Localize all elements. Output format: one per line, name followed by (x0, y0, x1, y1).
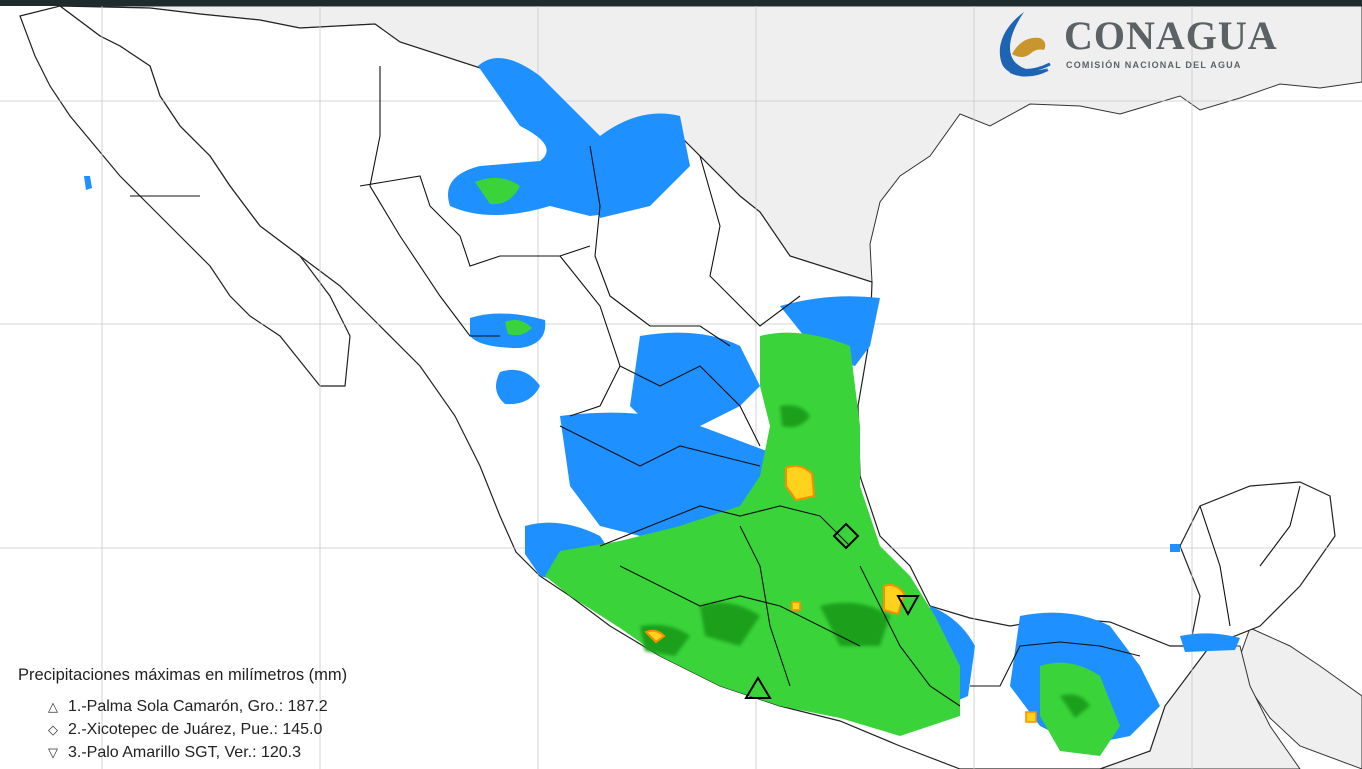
triangle-down-icon: ▽ (48, 744, 58, 760)
conagua-logo: CONAGUA COMISIÓN NACIONAL DEL AGUA (992, 8, 1312, 82)
mexico-rain-map (0, 6, 1362, 769)
station-2-marker (832, 522, 860, 550)
legend-item: △ 1.-Palma Sola Camarón, Gro.: 187.2 (18, 695, 438, 718)
legend-item: ◇ 2.-Xicotepec de Juárez, Pue.: 145.0 (18, 718, 438, 741)
legend-item: ▽ 3.-Palo Amarillo SGT, Ver.: 120.3 (18, 741, 438, 764)
logo-name: CONAGUA (1064, 13, 1278, 58)
rain-heavy-areas (640, 405, 1090, 718)
station-3-marker (896, 595, 920, 617)
state-borders (130, 66, 1301, 707)
legend-title: Precipitaciones máximas en milímetros (m… (18, 666, 348, 684)
logo-subtitle: COMISIÓN NACIONAL DEL AGUA (1066, 60, 1242, 70)
station-markers (744, 522, 920, 699)
top-bar (0, 0, 1362, 6)
station-1-marker (744, 676, 772, 699)
legend-item-text: 2.-Xicotepec de Juárez, Pue.: 145.0 (68, 720, 323, 738)
legend: Precipitaciones máximas en milímetros (m… (18, 666, 438, 764)
legend-item-text: 1.-Palma Sola Camarón, Gro.: 187.2 (68, 697, 328, 715)
rain-intense-areas (644, 465, 1037, 723)
map-panel: CONAGUA COMISIÓN NACIONAL DEL AGUA Preci… (0, 6, 1362, 769)
legend-item-text: 3.-Palo Amarillo SGT, Ver.: 120.3 (68, 743, 302, 761)
diamond-icon: ◇ (48, 721, 58, 737)
triangle-up-icon: △ (48, 698, 58, 714)
conagua-emblem-icon (999, 12, 1051, 77)
